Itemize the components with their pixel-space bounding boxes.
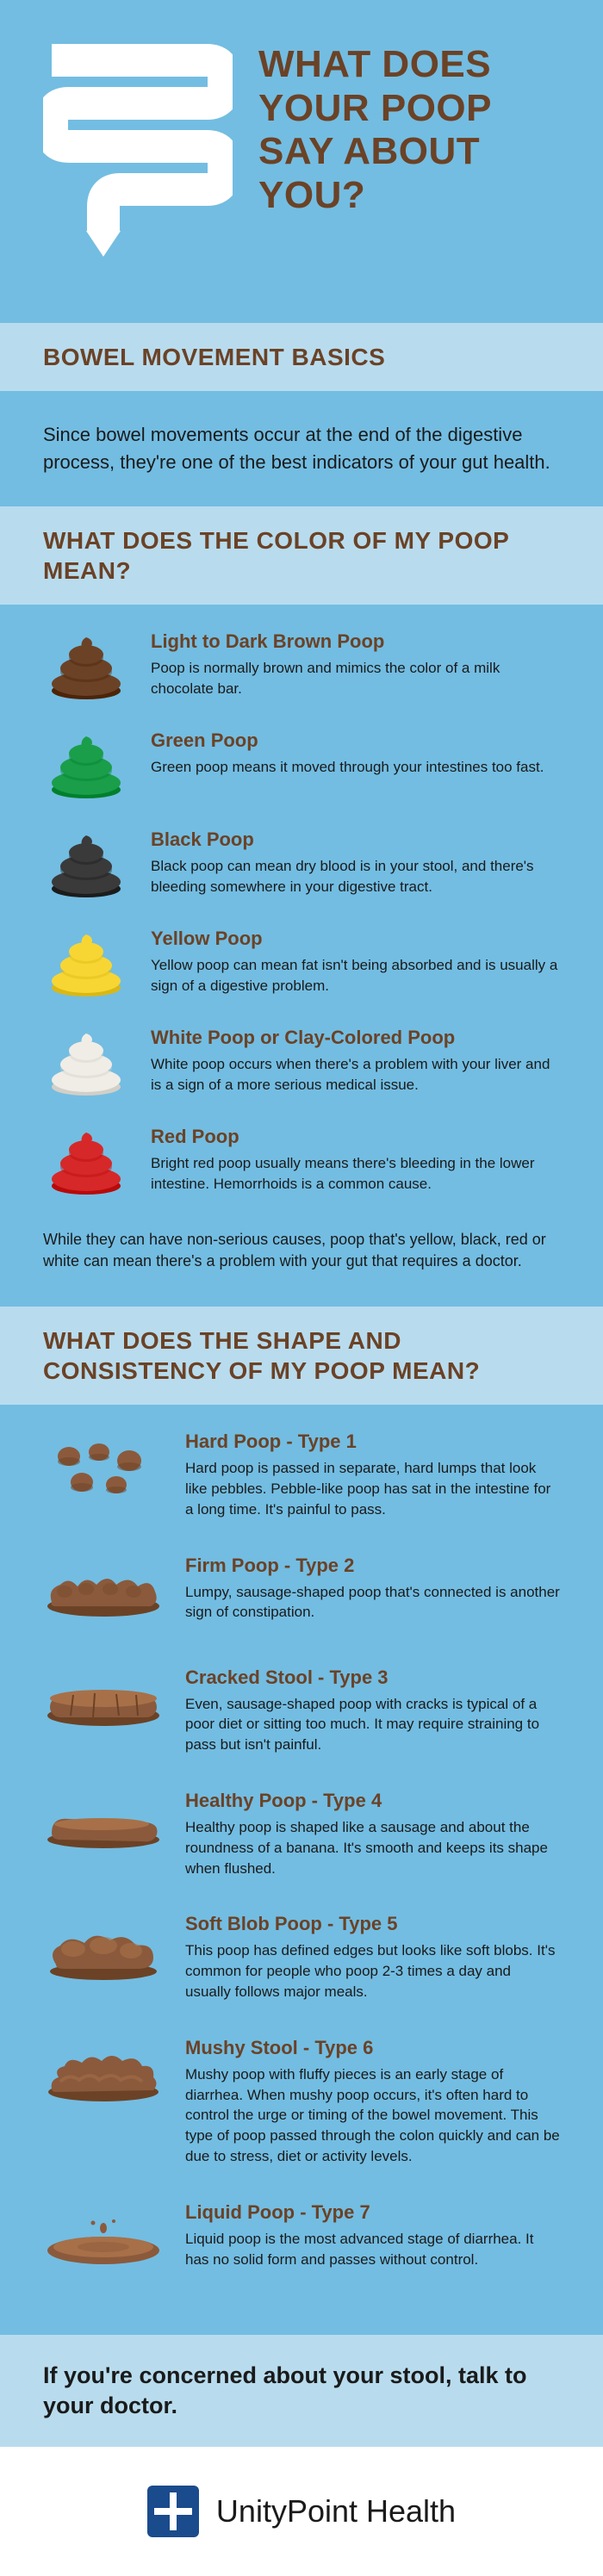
concern-message: If you're concerned about your stool, ta… (0, 2335, 603, 2447)
color-item-desc: Poop is normally brown and mimics the co… (151, 658, 560, 699)
shape-item-desc: Hard poop is passed in separate, hard lu… (185, 1458, 560, 1519)
poop-swirl-icon (43, 1027, 129, 1096)
shape-item: Healthy Poop - Type 4 Healthy poop is sh… (43, 1790, 560, 1878)
poop-swirl-icon (43, 928, 129, 996)
color-item: Light to Dark Brown Poop Poop is normall… (43, 630, 560, 699)
poop-swirl-icon (43, 729, 129, 798)
intro-text: Since bowel movements occur at the end o… (0, 391, 603, 506)
hero-title: WHAT DOES YOUR POOP SAY ABOUT YOU? (258, 43, 560, 217)
color-item-title: Red Poop (151, 1126, 560, 1148)
shape-item-desc: Healthy poop is shaped like a sausage an… (185, 1817, 560, 1878)
color-item: Red Poop Bright red poop usually means t… (43, 1126, 560, 1195)
shape-item-title: Healthy Poop - Type 4 (185, 1790, 560, 1812)
color-item-desc: White poop occurs when there's a problem… (151, 1054, 560, 1096)
shape-item: Firm Poop - Type 2 Lumpy, sausage-shaped… (43, 1555, 560, 1632)
shape-item-desc: This poop has defined edges but looks li… (185, 1940, 560, 2002)
brand-name: UnityPoint Health (216, 2493, 456, 2529)
stool-shape-icon (43, 2201, 164, 2279)
brand-logo-icon (147, 2486, 199, 2537)
intestine-icon (43, 43, 233, 271)
shape-item: Mushy Stool - Type 6 Mushy poop with flu… (43, 2037, 560, 2167)
shape-item-desc: Lumpy, sausage-shaped poop that's connec… (185, 1582, 560, 1623)
stool-shape-icon (43, 1913, 164, 1990)
poop-swirl-icon (43, 1126, 129, 1195)
stool-shape-icon (43, 1555, 164, 1632)
color-item-desc: Black poop can mean dry blood is in your… (151, 856, 560, 897)
shape-item: Soft Blob Poop - Type 5 This poop has de… (43, 1913, 560, 2002)
color-item: Green Poop Green poop means it moved thr… (43, 729, 560, 798)
color-item: Black Poop Black poop can mean dry blood… (43, 829, 560, 897)
color-warning: While they can have non-serious causes, … (43, 1225, 560, 1285)
section-header-shape: WHAT DOES THE SHAPE AND CONSISTENCY OF M… (0, 1307, 603, 1405)
color-item: White Poop or Clay-Colored Poop White po… (43, 1027, 560, 1096)
shape-item: Cracked Stool - Type 3 Even, sausage-sha… (43, 1667, 560, 1755)
poop-swirl-icon (43, 630, 129, 699)
shape-item-desc: Liquid poop is the most advanced stage o… (185, 2229, 560, 2270)
shape-item-desc: Even, sausage-shaped poop with cracks is… (185, 1694, 560, 1755)
shape-item-title: Cracked Stool - Type 3 (185, 1667, 560, 1689)
poop-swirl-icon (43, 829, 129, 897)
shape-item-title: Hard Poop - Type 1 (185, 1431, 560, 1453)
section-header-color: WHAT DOES THE COLOR OF MY POOP MEAN? (0, 506, 603, 605)
color-item: Yellow Poop Yellow poop can mean fat isn… (43, 928, 560, 996)
color-item-title: Black Poop (151, 829, 560, 851)
color-item-title: Green Poop (151, 729, 560, 752)
section-header-basics: BOWEL MOVEMENT BASICS (0, 323, 603, 391)
color-item-desc: Green poop means it moved through your i… (151, 757, 560, 778)
shape-section: Hard Poop - Type 1 Hard poop is passed i… (0, 1405, 603, 2335)
shape-item-desc: Mushy poop with fluffy pieces is an earl… (185, 2064, 560, 2167)
hero-section: WHAT DOES YOUR POOP SAY ABOUT YOU? (0, 0, 603, 323)
color-item-title: Light to Dark Brown Poop (151, 630, 560, 653)
stool-shape-icon (43, 1431, 164, 1508)
shape-item-title: Liquid Poop - Type 7 (185, 2201, 560, 2224)
color-section: Light to Dark Brown Poop Poop is normall… (0, 605, 603, 1307)
color-item-desc: Bright red poop usually means there's bl… (151, 1153, 560, 1195)
color-item-title: Yellow Poop (151, 928, 560, 950)
stool-shape-icon (43, 1667, 164, 1744)
shape-item: Liquid Poop - Type 7 Liquid poop is the … (43, 2201, 560, 2279)
stool-shape-icon (43, 1790, 164, 1867)
footer: UnityPoint Health (0, 2447, 603, 2576)
stool-shape-icon (43, 2037, 164, 2114)
shape-item-title: Soft Blob Poop - Type 5 (185, 1913, 560, 1935)
shape-item: Hard Poop - Type 1 Hard poop is passed i… (43, 1431, 560, 1519)
color-item-desc: Yellow poop can mean fat isn't being abs… (151, 955, 560, 996)
shape-item-title: Firm Poop - Type 2 (185, 1555, 560, 1577)
shape-item-title: Mushy Stool - Type 6 (185, 2037, 560, 2059)
color-item-title: White Poop or Clay-Colored Poop (151, 1027, 560, 1049)
